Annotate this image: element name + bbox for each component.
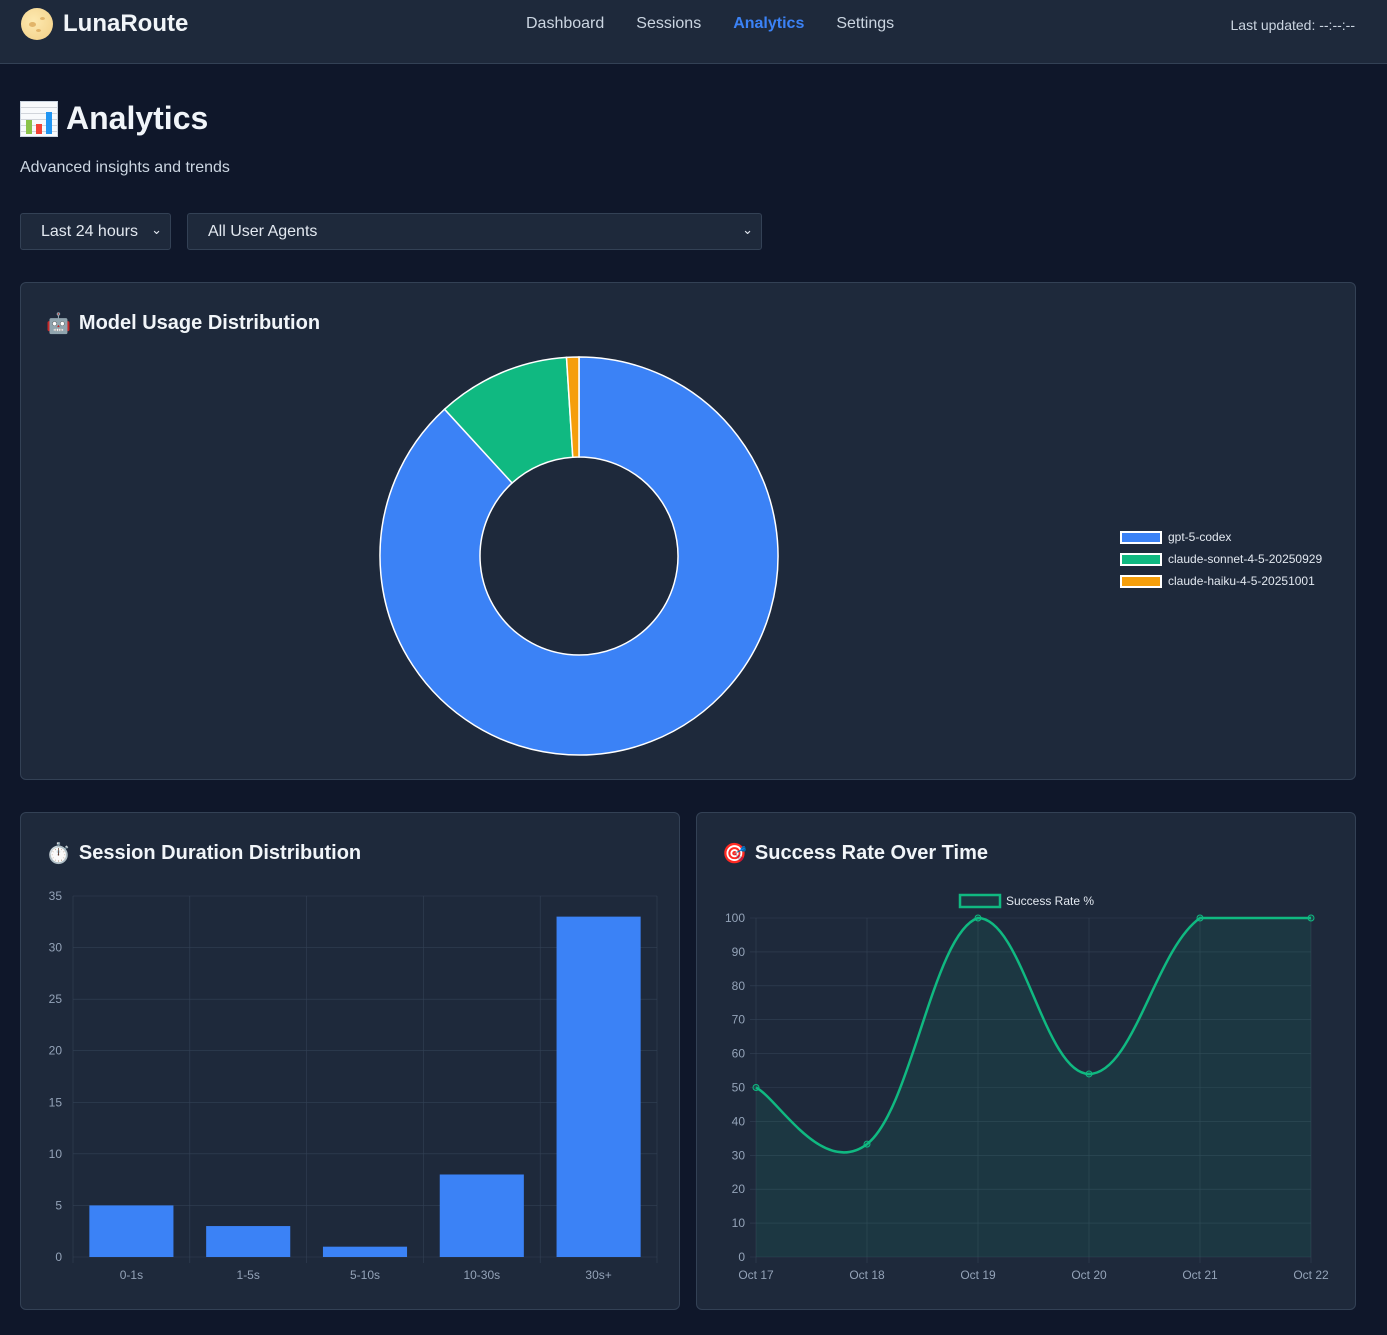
legend-swatch bbox=[1120, 552, 1162, 566]
user-agent-select[interactable]: All User Agents ⌄ bbox=[187, 213, 762, 250]
data-point bbox=[752, 1084, 760, 1091]
robot-icon: 🤖 bbox=[46, 313, 71, 335]
data-point bbox=[1196, 914, 1204, 922]
x-tick-label: Oct 17 bbox=[738, 1268, 774, 1282]
y-tick-label: 90 bbox=[732, 945, 746, 959]
page-subtitle: Advanced insights and trends bbox=[20, 159, 230, 176]
bar bbox=[206, 1226, 291, 1257]
legend-swatch bbox=[958, 893, 1002, 909]
x-tick-label: Oct 22 bbox=[1293, 1268, 1329, 1282]
y-tick-label: 80 bbox=[732, 979, 746, 993]
legend-label: claude-haiku-4-5-20251001 bbox=[1168, 574, 1315, 588]
user-agent-value: All User Agents bbox=[208, 223, 318, 240]
y-tick-label: 0 bbox=[738, 1250, 745, 1264]
data-point bbox=[974, 914, 982, 922]
nav-settings[interactable]: Settings bbox=[836, 15, 895, 32]
y-tick-label: 35 bbox=[49, 889, 63, 903]
x-tick-label: Oct 18 bbox=[849, 1268, 885, 1282]
donut-slice bbox=[565, 356, 580, 458]
moon-icon bbox=[21, 8, 53, 40]
bar-chart-icon bbox=[20, 100, 58, 137]
brand-name: LunaRoute bbox=[63, 10, 189, 37]
x-tick-label: Oct 20 bbox=[1071, 1268, 1107, 1282]
brand-logo[interactable]: LunaRoute bbox=[21, 8, 188, 40]
y-tick-label: 60 bbox=[732, 1047, 746, 1061]
nav-dashboard[interactable]: Dashboard bbox=[526, 15, 605, 32]
y-tick-label: 30 bbox=[49, 941, 63, 955]
chevron-down-icon: ⌄ bbox=[151, 222, 162, 237]
legend-label: claude-sonnet-4-5-20250929 bbox=[1168, 552, 1323, 566]
data-point bbox=[1085, 1070, 1093, 1078]
x-tick-label: 10-30s bbox=[463, 1268, 500, 1282]
x-tick-label: Oct 21 bbox=[1182, 1268, 1218, 1282]
y-tick-label: 70 bbox=[732, 1013, 746, 1027]
card-title: Success Rate Over Time bbox=[754, 842, 989, 864]
time-range-value: Last 24 hours bbox=[41, 223, 138, 240]
y-tick-label: 25 bbox=[49, 992, 63, 1006]
y-tick-label: 40 bbox=[732, 1114, 746, 1128]
time-range-select[interactable]: Last 24 hours ⌄ bbox=[20, 213, 171, 250]
x-tick-label: Oct 19 bbox=[960, 1268, 996, 1282]
model-usage-card: 🤖 Model Usage Distribution gpt-5-codex cl… bbox=[20, 282, 1356, 780]
legend-label: Success Rate % bbox=[1006, 894, 1094, 908]
bar bbox=[89, 1205, 174, 1257]
x-tick-label: 5-10s bbox=[350, 1268, 380, 1282]
line-chart: 0 10 20 30 40 50 60 70 80 90 100 Oct 17 Oct 18 Oct 19… bbox=[725, 893, 1329, 1282]
y-tick-label: 5 bbox=[55, 1198, 62, 1212]
target-icon: 🎯 bbox=[722, 843, 747, 865]
data-point bbox=[1307, 914, 1315, 922]
legend-item[interactable]: gpt-5-codex bbox=[1120, 526, 1322, 548]
page-title-text: Analytics bbox=[66, 100, 209, 136]
page-title: Analytics bbox=[20, 100, 208, 137]
y-tick-label: 15 bbox=[49, 1095, 63, 1109]
session-duration-card: ⏱️ Session Duration Distribution 0 5 10 15 20… bbox=[20, 812, 680, 1310]
y-tick-label: 30 bbox=[732, 1148, 746, 1162]
legend-label: gpt-5-codex bbox=[1168, 530, 1232, 544]
x-tick-label: 30s+ bbox=[585, 1268, 611, 1282]
chevron-down-icon: ⌄ bbox=[742, 222, 753, 237]
y-tick-label: 10 bbox=[732, 1216, 746, 1230]
top-nav-bar: LunaRoute Dashboard Sessions Analytics S… bbox=[0, 0, 1387, 64]
x-tick-label: 1-5s bbox=[237, 1268, 260, 1282]
area-fill bbox=[756, 918, 1311, 1257]
card-title: Model Usage Distribution bbox=[78, 312, 321, 334]
legend-swatch bbox=[1120, 530, 1162, 544]
bar-chart: 0 5 10 15 20 25 30 35 0-1s 1-5s 5-10s 10-30s 30s+ bbox=[49, 889, 658, 1282]
success-rate-card: 🎯 Success Rate Over Time 0 10 20 30 40 50 60 70 8… bbox=[696, 812, 1356, 1310]
bar bbox=[322, 1246, 408, 1257]
donut-slice bbox=[379, 356, 779, 756]
donut-legend: gpt-5-codex claude-sonnet-4-5-20250929 c… bbox=[1120, 526, 1322, 592]
legend-swatch bbox=[1120, 574, 1162, 588]
bar bbox=[439, 1174, 524, 1257]
y-tick-label: 100 bbox=[725, 911, 745, 925]
y-tick-label: 50 bbox=[732, 1081, 746, 1095]
card-title: Session Duration Distribution bbox=[78, 842, 362, 864]
stopwatch-icon: ⏱️ bbox=[46, 843, 71, 865]
data-point bbox=[863, 1140, 871, 1148]
series-line bbox=[755, 916, 1311, 1154]
nav-sessions[interactable]: Sessions bbox=[636, 15, 702, 32]
legend-item[interactable]: claude-sonnet-4-5-20250929 bbox=[1120, 548, 1322, 570]
last-updated: Last updated: --:--:-- bbox=[1230, 17, 1356, 33]
bar bbox=[556, 916, 641, 1257]
x-tick-label: 0-1s bbox=[120, 1268, 143, 1282]
legend-item[interactable]: claude-haiku-4-5-20251001 bbox=[1120, 570, 1322, 592]
y-tick-label: 20 bbox=[732, 1182, 746, 1196]
y-tick-label: 0 bbox=[55, 1250, 62, 1264]
donut-chart bbox=[379, 356, 779, 756]
y-tick-label: 10 bbox=[49, 1147, 63, 1161]
nav-analytics[interactable]: Analytics bbox=[733, 15, 805, 32]
y-tick-label: 20 bbox=[49, 1044, 63, 1058]
